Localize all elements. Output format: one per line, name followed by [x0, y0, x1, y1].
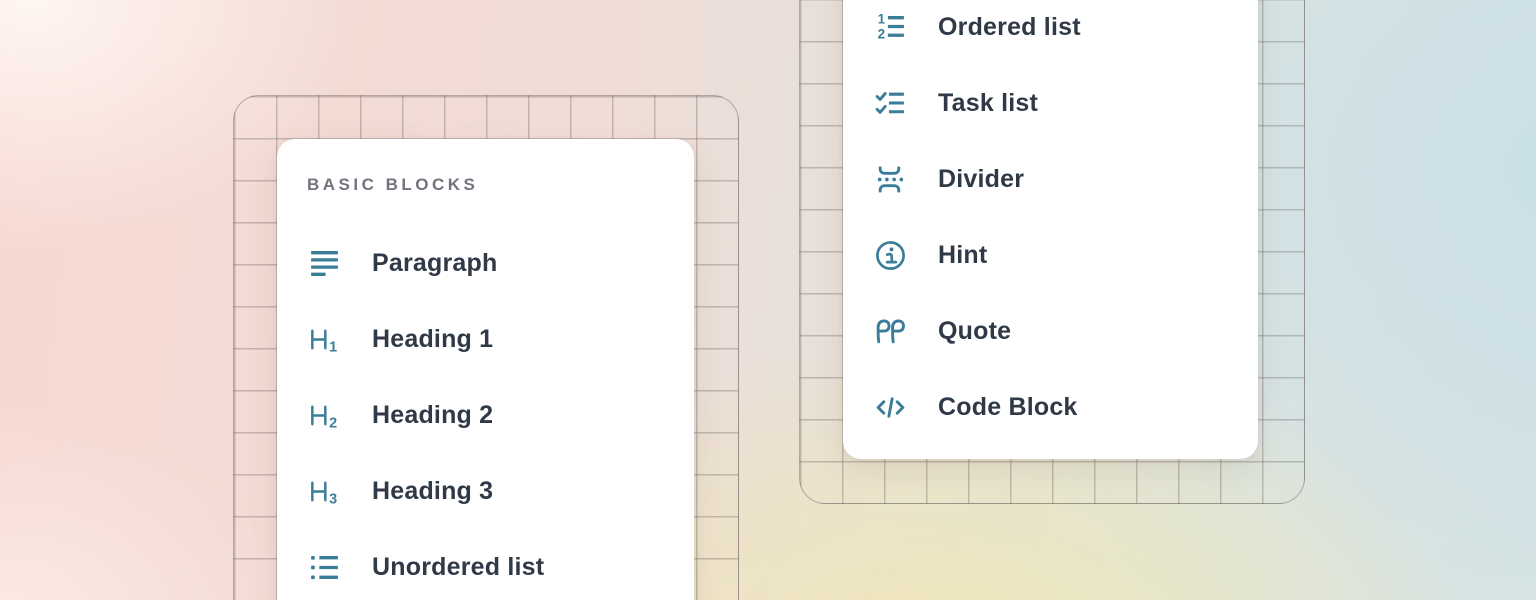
menu-item-label: Quote — [938, 316, 1012, 345]
paragraph-icon — [307, 246, 341, 280]
menu-item-label: Heading 3 — [372, 476, 494, 505]
menu-list-basic-blocks: Paragraph 1 Heading 1 2 Heading 2 3 Head… — [277, 225, 694, 600]
menu-item-label: Code Block — [938, 392, 1078, 421]
menu-item-label: Hint — [938, 240, 988, 269]
menu-item-label: Paragraph — [372, 248, 498, 277]
code-block-icon — [873, 390, 907, 424]
svg-text:3: 3 — [329, 491, 337, 507]
menu-item-unordered-list[interactable]: Unordered list — [277, 529, 694, 600]
menu-item-heading-2[interactable]: 2 Heading 2 — [277, 377, 694, 453]
menu-item-heading-3[interactable]: 3 Heading 3 — [277, 453, 694, 529]
menu-item-task-list[interactable]: Task list — [843, 65, 1258, 141]
menu-section-title: BASIC BLOCKS — [307, 175, 479, 194]
svg-text:2: 2 — [329, 415, 337, 431]
menu-item-label: Heading 2 — [372, 400, 494, 429]
menu-item-code-block[interactable]: Code Block — [843, 369, 1258, 445]
svg-text:1: 1 — [329, 339, 337, 355]
task-list-icon — [873, 86, 907, 120]
svg-text:1: 1 — [877, 11, 885, 26]
quote-icon — [873, 314, 907, 348]
unordered-list-icon — [307, 550, 341, 584]
basic-blocks-menu-card: BASIC BLOCKS Paragraph 1 Heading 1 2 Hea… — [277, 139, 694, 600]
menu-item-label: Task list — [938, 88, 1038, 117]
menu-item-divider[interactable]: Divider — [843, 141, 1258, 217]
heading-2-icon: 2 — [307, 398, 341, 432]
menu-item-label: Unordered list — [372, 552, 545, 581]
heading-3-icon: 3 — [307, 474, 341, 508]
menu-item-quote[interactable]: Quote — [843, 293, 1258, 369]
svg-text:2: 2 — [877, 26, 884, 41]
heading-1-icon: 1 — [307, 322, 341, 356]
menu-item-label: Ordered list — [938, 12, 1081, 41]
menu-item-paragraph[interactable]: Paragraph — [277, 225, 694, 301]
menu-item-label: Heading 1 — [372, 324, 494, 353]
menu-item-hint[interactable]: Hint — [843, 217, 1258, 293]
menu-item-heading-1[interactable]: 1 Heading 1 — [277, 301, 694, 377]
menu-item-label: Divider — [938, 164, 1025, 193]
hint-icon — [873, 238, 907, 272]
divider-icon — [873, 162, 907, 196]
